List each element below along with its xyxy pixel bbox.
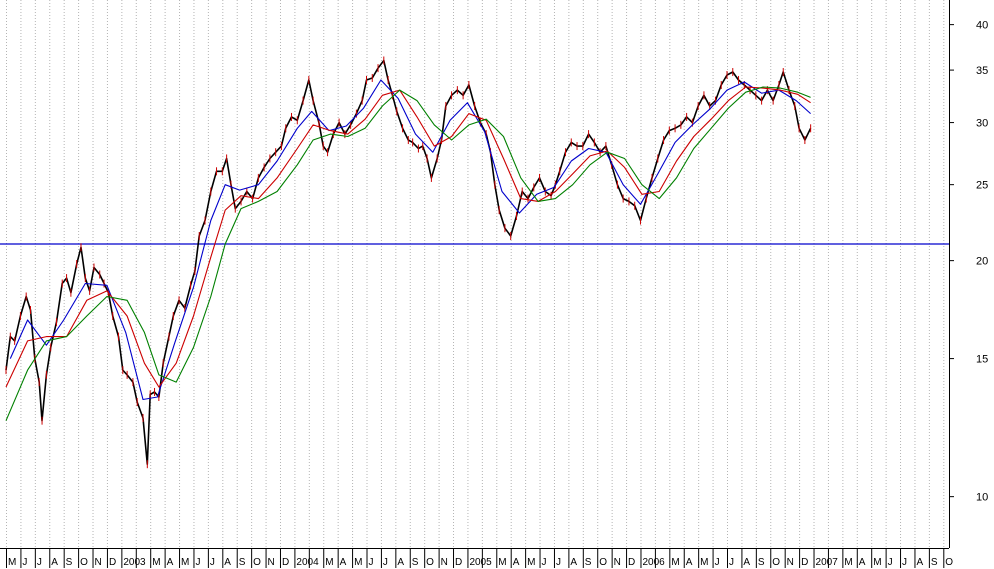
moving-average-medium-line — [5, 86, 811, 388]
chart-frame — [0, 0, 950, 549]
x-tick-label: 2004 — [296, 557, 319, 568]
x-tick-label: A — [570, 557, 577, 568]
x-tick-label: N — [787, 557, 794, 568]
x-tick-label: J — [556, 557, 561, 568]
x-tick-label: S — [585, 557, 592, 568]
y-tick-label: 20 — [976, 256, 988, 268]
x-tick-label: M — [844, 557, 852, 568]
x-tick-label: A — [743, 557, 750, 568]
x-tick-label: A — [397, 557, 404, 568]
x-tick-label: N — [441, 557, 448, 568]
x-tick-label: A — [51, 557, 58, 568]
x-tick-label: D — [109, 557, 116, 568]
x-tick-label: A — [340, 557, 347, 568]
x-tick-label: J — [729, 557, 734, 568]
x-tick-label: A — [859, 557, 866, 568]
x-tick-label: N — [268, 557, 275, 568]
x-tick-label: D — [628, 557, 635, 568]
y-tick-label: 10 — [976, 492, 988, 504]
x-tick-label: D — [455, 557, 462, 568]
x-tick-label: J — [37, 557, 42, 568]
x-tick-label: M — [527, 557, 535, 568]
x-tick-label: J — [210, 557, 215, 568]
y-tick-label: 40 — [976, 20, 988, 32]
x-tick-label: O — [426, 557, 434, 568]
x-tick-label: O — [253, 557, 261, 568]
x-tick-label: 2003 — [123, 557, 146, 568]
x-tick-label: M — [181, 557, 189, 568]
x-tick-label: M — [354, 557, 362, 568]
x-tick-label: S — [412, 557, 419, 568]
x-tick-label: J — [195, 557, 200, 568]
x-tick-label: M — [671, 557, 679, 568]
x-tick-label: 2006 — [642, 557, 665, 568]
x-tick-label: N — [95, 557, 102, 568]
x-tick-label: N — [614, 557, 621, 568]
x-tick-label: A — [167, 557, 174, 568]
vertical-grid — [6, 0, 945, 548]
x-tick-label: M — [700, 557, 708, 568]
x-tick-label: M — [152, 557, 160, 568]
moving-average-short-line — [9, 79, 811, 401]
moving-average-long-line — [5, 86, 811, 421]
x-tick-label: 2005 — [469, 557, 492, 568]
x-tick-label: O — [945, 557, 953, 568]
x-tick-label: A — [513, 557, 520, 568]
x-tick-label: S — [931, 557, 938, 568]
x-tick-label: J — [369, 557, 374, 568]
series-layer — [5, 56, 812, 469]
x-tick-label: M — [873, 557, 881, 568]
y-tick-label: 35 — [976, 65, 988, 77]
price-line — [5, 59, 812, 465]
y-tick-label: 30 — [976, 118, 988, 130]
y-tick-label: 15 — [976, 354, 988, 366]
x-tick-label: S — [66, 557, 73, 568]
x-tick-label: S — [758, 557, 765, 568]
x-tick-label: S — [239, 557, 246, 568]
x-tick-label: O — [772, 557, 780, 568]
y-tick-label: 25 — [976, 180, 988, 192]
x-tick-label: J — [715, 557, 720, 568]
x-tick-label: M — [498, 557, 506, 568]
x-tick-label: J — [902, 557, 907, 568]
x-tick-label: D — [801, 557, 808, 568]
x-tick-label: A — [686, 557, 693, 568]
x-tick-label: M — [325, 557, 333, 568]
x-tick-label: O — [599, 557, 607, 568]
x-tick-label: 2007 — [816, 557, 839, 568]
x-tick-label: A — [916, 557, 923, 568]
x-tick-label: J — [888, 557, 893, 568]
x-tick-label: D — [282, 557, 289, 568]
x-tick-label: A — [224, 557, 231, 568]
x-tick-label: J — [22, 557, 27, 568]
x-tick-label: O — [80, 557, 88, 568]
x-axis: M J J A S O N D 2003 M A M J J A S O N D 2004 M A M J J A S O N D 2005… — [6, 548, 953, 568]
x-tick-label: J — [383, 557, 388, 568]
y-axis: 10 15 20 25 30 35 40 — [949, 20, 988, 504]
x-tick-label: M — [8, 557, 16, 568]
x-tick-label: J — [542, 557, 547, 568]
